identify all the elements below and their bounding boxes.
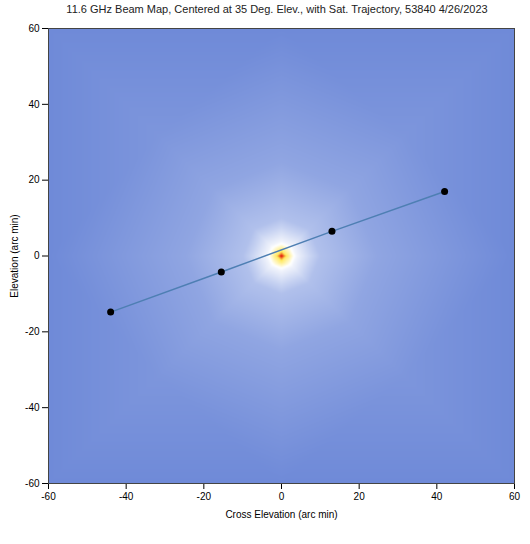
svg-text:Elevation (arc min): Elevation (arc min) [9, 214, 20, 297]
svg-text:60: 60 [509, 491, 521, 502]
svg-text:-20: -20 [197, 491, 212, 502]
svg-text:40: 40 [431, 491, 443, 502]
html-text:11.6 GHz Beam Map, Centered at: 11.6 GHz Beam Map, Centered at 35 Deg. E… [66, 3, 488, 15]
svg-text:-20: -20 [25, 326, 40, 337]
svg-text:20: 20 [354, 491, 366, 502]
svg-text:-40: -40 [25, 402, 40, 413]
svg-text:-60: -60 [41, 491, 56, 502]
svg-text:0: 0 [34, 250, 40, 261]
svg-text:40: 40 [28, 99, 40, 110]
svg-text:60: 60 [28, 23, 40, 34]
svg-text:-60: -60 [25, 478, 40, 489]
svg-text:0: 0 [279, 491, 285, 502]
svg-text:20: 20 [28, 174, 40, 185]
svg-text:-40: -40 [119, 491, 134, 502]
svg-text:Cross Elevation (arc min): Cross Elevation (arc min) [225, 509, 337, 520]
